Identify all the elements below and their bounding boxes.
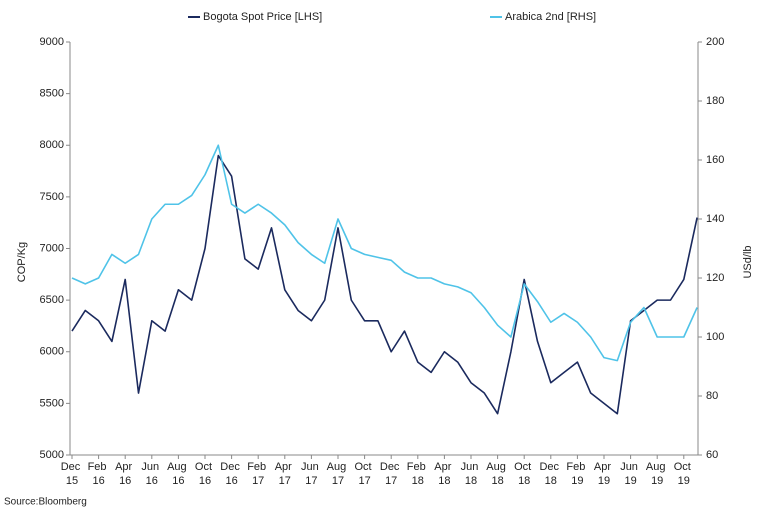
- x-tick-label: Oct 19: [674, 461, 694, 487]
- series-line: [71, 154, 698, 415]
- x-tick-label: Aug 17: [327, 461, 350, 487]
- legend-label: Bogota Spot Price [LHS]: [203, 11, 322, 23]
- x-tick-label: Feb 16: [88, 461, 110, 487]
- y2-tick-label: 100: [706, 331, 724, 343]
- y2-tick-label: 60: [706, 449, 718, 461]
- x-tick-label: Dec 16: [220, 461, 243, 487]
- x-tick-label: Jun 16: [141, 461, 162, 487]
- x-tick-label: Feb 19: [566, 461, 588, 487]
- y2-tick-label: 160: [706, 154, 724, 166]
- y-tick-label: 7500: [40, 191, 64, 203]
- y2-axis-label: USd/lb: [742, 245, 754, 278]
- x-tick-label: Jun 19: [620, 461, 641, 487]
- source-note: Source:Bloomberg: [4, 497, 87, 508]
- x-tick-label: Apr 19: [594, 461, 614, 487]
- y-tick-label: 6000: [40, 346, 64, 358]
- y-tick-label: 6500: [40, 294, 64, 306]
- y2-tick-label: 120: [706, 272, 724, 284]
- y-tick-label: 5500: [40, 397, 64, 409]
- x-tick-label: Dec 15: [61, 461, 84, 487]
- y2-tick-label: 200: [706, 36, 724, 48]
- series-line: [71, 144, 698, 362]
- x-tick-label: Aug 19: [646, 461, 669, 487]
- legend-label: Arabica 2nd [RHS]: [505, 11, 596, 23]
- y-tick-label: 5000: [40, 449, 64, 461]
- x-tick-label: Dec 17: [380, 461, 403, 487]
- x-tick-label: Oct 18: [514, 461, 534, 487]
- y-axis-label: COP/Kg: [16, 242, 28, 282]
- x-tick-label: Apr 18: [434, 461, 454, 487]
- x-tick-label: Jun 17: [301, 461, 322, 487]
- y2-tick-label: 140: [706, 213, 724, 225]
- y-tick-label: 7000: [40, 242, 64, 254]
- x-tick-label: Oct 16: [195, 461, 215, 487]
- x-tick-label: Oct 17: [355, 461, 375, 487]
- x-tick-label: Dec 18: [539, 461, 562, 487]
- x-tick-label: Feb 18: [407, 461, 429, 487]
- x-tick-label: Aug 16: [167, 461, 190, 487]
- y2-tick-label: 80: [706, 390, 718, 402]
- y-tick-label: 8500: [40, 88, 64, 100]
- y2-tick-label: 180: [706, 95, 724, 107]
- x-tick-label: Apr 16: [115, 461, 135, 487]
- y-tick-label: 8000: [40, 139, 64, 151]
- x-tick-label: Jun 18: [461, 461, 482, 487]
- x-tick-label: Apr 17: [275, 461, 295, 487]
- x-tick-label: Aug 18: [486, 461, 509, 487]
- y-tick-label: 9000: [40, 36, 64, 48]
- x-tick-label: Feb 17: [247, 461, 269, 487]
